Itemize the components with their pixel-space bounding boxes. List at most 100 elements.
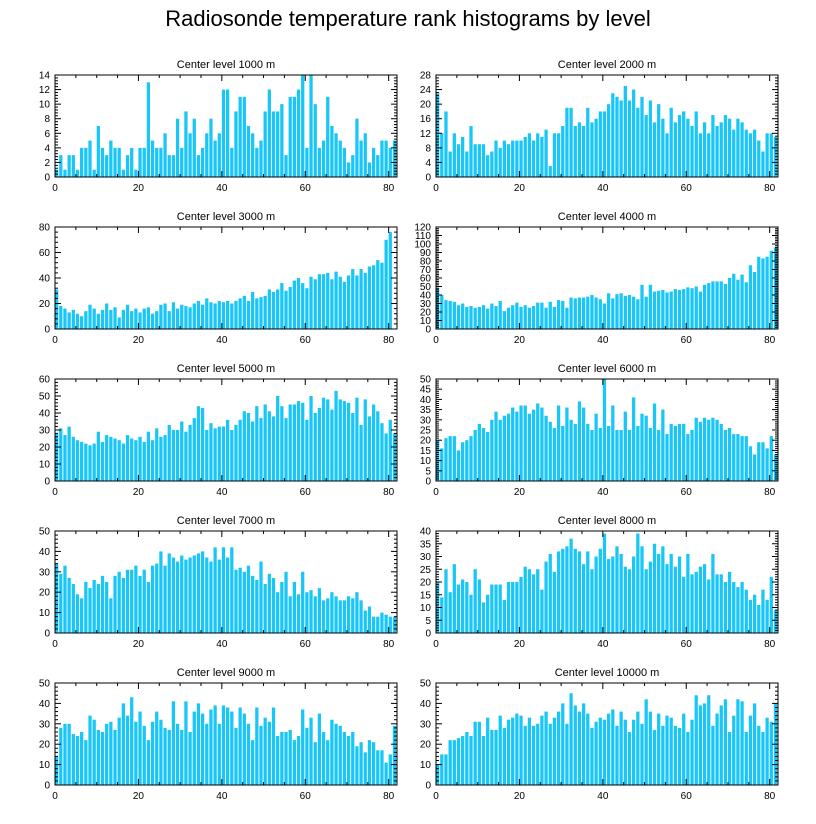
bar: [448, 436, 452, 481]
panel-2: Center level 2000 m 0 20 40 60 80 0 4 8 12 16 20 24 2…: [420, 59, 779, 194]
bar: [359, 600, 363, 633]
bar: [757, 442, 761, 481]
bar: [619, 430, 623, 481]
bar: [75, 736, 80, 785]
y-tick-label: 10: [39, 460, 51, 471]
bar: [121, 443, 125, 481]
bar: [707, 133, 711, 177]
bar: [461, 303, 465, 329]
panel-title: Center level 1000 m: [177, 59, 275, 71]
bar: [284, 155, 288, 177]
bar: [519, 140, 523, 177]
bar: [719, 705, 723, 785]
bar: [246, 126, 251, 177]
bar: [109, 309, 113, 330]
bar: [556, 405, 561, 481]
bar: [477, 579, 481, 633]
bar: [301, 283, 305, 329]
bar: [444, 300, 448, 329]
bar: [271, 577, 276, 633]
bar: [188, 424, 192, 481]
bar: [757, 140, 761, 177]
y-tick-label: 0: [44, 325, 50, 336]
bar: [100, 441, 105, 481]
bar: [134, 308, 138, 329]
bar: [280, 731, 284, 785]
bar: [519, 306, 523, 329]
bar: [288, 729, 292, 785]
bar: [217, 300, 221, 329]
bar: [594, 118, 598, 177]
bar: [359, 424, 363, 481]
bar: [615, 546, 619, 633]
bar: [707, 283, 711, 329]
bar: [130, 697, 134, 785]
bar: [736, 587, 740, 633]
bar: [317, 588, 322, 633]
y-tick-label: 4: [425, 158, 431, 169]
bar: [711, 115, 715, 177]
y-tick-label: 2: [44, 158, 50, 169]
bar: [226, 557, 230, 633]
bar: [607, 293, 611, 329]
bar: [490, 419, 494, 481]
bar: [523, 405, 527, 481]
bar: [71, 734, 75, 785]
bar: [301, 571, 305, 633]
bar: [690, 288, 694, 329]
bar: [623, 295, 627, 329]
bar: [109, 598, 113, 633]
plot-frame: [54, 74, 398, 178]
bar: [313, 279, 317, 329]
bar: [736, 279, 740, 329]
bar: [142, 569, 146, 633]
bar: [573, 423, 577, 481]
y-tick-label: 10: [420, 316, 432, 327]
bar: [586, 713, 590, 785]
bar: [384, 140, 388, 177]
x-tick-label: 60: [300, 335, 312, 346]
bar: [727, 427, 732, 481]
bar: [388, 754, 392, 785]
bar: [765, 133, 769, 177]
bar: [627, 100, 632, 177]
bar: [440, 597, 444, 633]
bar: [309, 717, 313, 785]
bar: [134, 721, 138, 785]
bar: [267, 573, 271, 633]
bar: [226, 707, 230, 785]
bar: [100, 575, 105, 633]
bar: [330, 126, 334, 177]
y-tick-label: 30: [39, 719, 51, 730]
bar: [384, 614, 388, 633]
bar: [355, 397, 359, 481]
bar: [175, 118, 180, 177]
bar: [682, 111, 686, 177]
bar: [155, 711, 159, 785]
bar: [363, 272, 367, 329]
y-tick-label: 20: [420, 578, 432, 589]
bar: [490, 729, 494, 785]
bar: [502, 311, 506, 329]
bar: [752, 454, 757, 481]
bar: [242, 411, 246, 481]
bar: [544, 307, 548, 329]
bar: [719, 122, 723, 177]
y-tick-label: 20: [39, 443, 51, 454]
bar: [363, 752, 367, 785]
bar: [715, 713, 719, 785]
bar: [221, 302, 226, 329]
bar: [719, 281, 723, 329]
bar: [673, 122, 677, 177]
bar: [565, 546, 569, 633]
bar: [569, 419, 573, 481]
bar: [623, 566, 627, 633]
bar: [213, 547, 217, 633]
bar: [494, 729, 498, 785]
bar: [367, 416, 372, 481]
bar: [477, 144, 481, 177]
x-tick-label: 60: [681, 639, 693, 650]
bar: [321, 140, 326, 177]
bar: [209, 423, 213, 481]
bar: [200, 147, 205, 177]
